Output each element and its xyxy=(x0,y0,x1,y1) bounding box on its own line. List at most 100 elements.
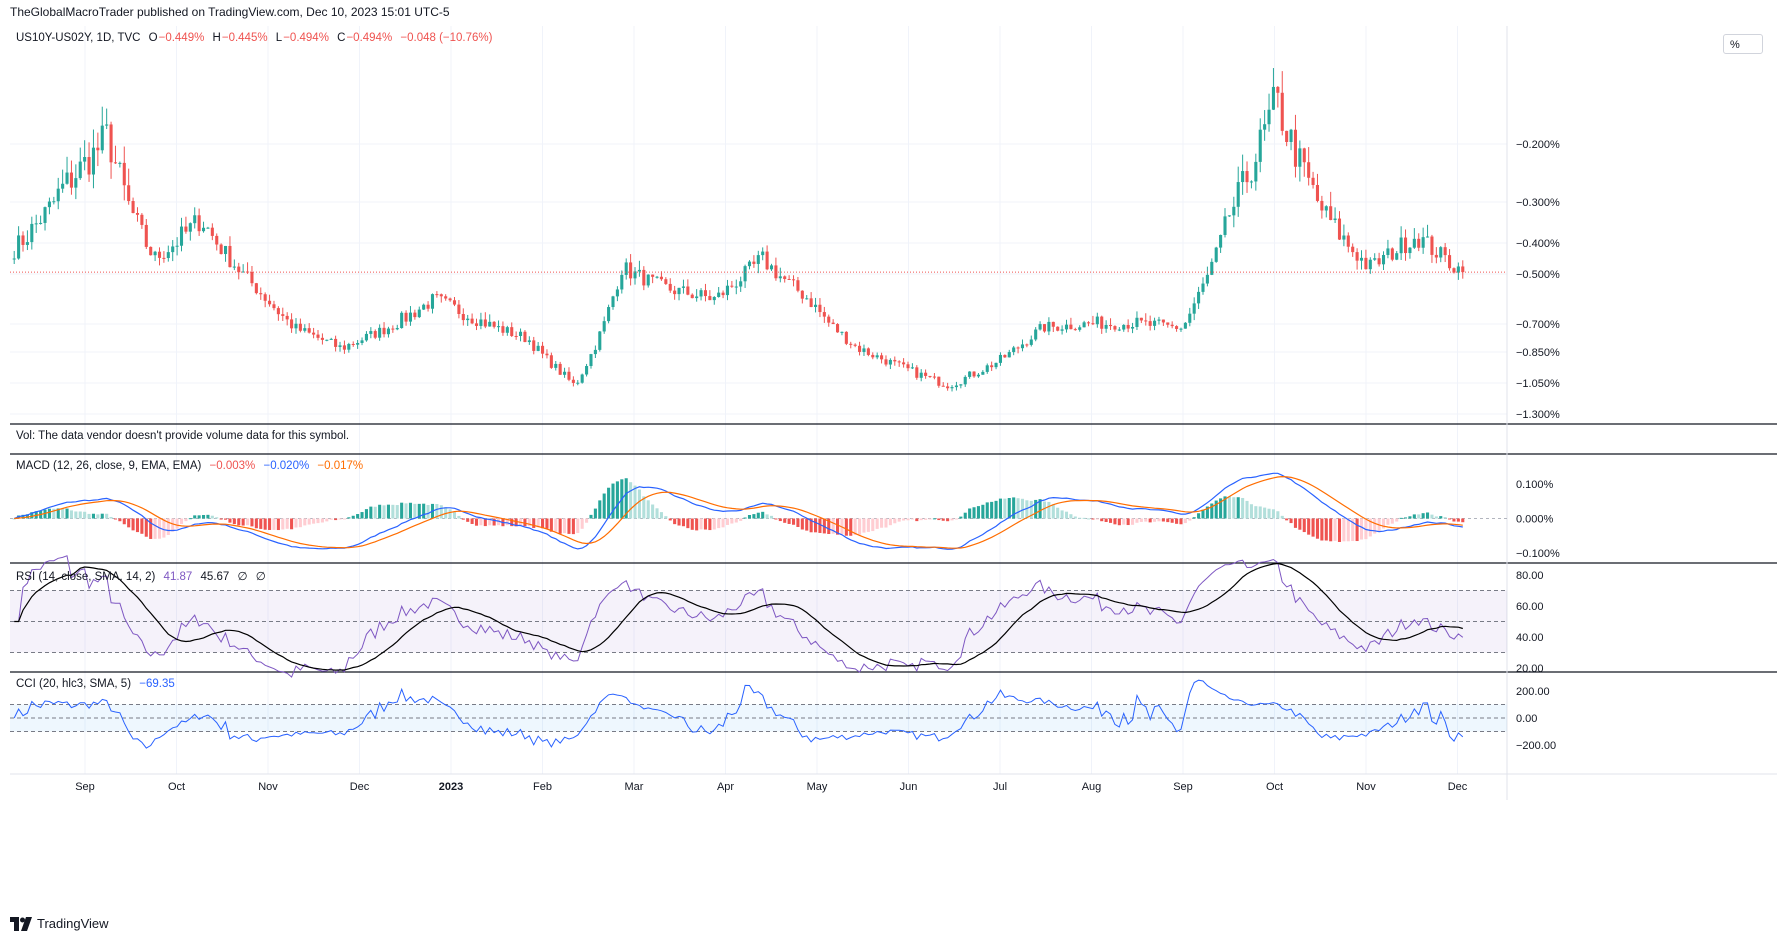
macd-histogram-bar xyxy=(1236,497,1240,519)
candle-body xyxy=(153,251,157,256)
candle-body xyxy=(210,227,214,236)
candle-body xyxy=(783,276,787,279)
candle-body xyxy=(1289,129,1293,143)
candle-body xyxy=(932,376,936,378)
macd-histogram-value: −0.003% xyxy=(209,460,256,472)
symbol-label[interactable]: US10Y-US02Y, 1D, TVC xyxy=(16,32,141,44)
candle-body xyxy=(602,321,606,332)
candle-body xyxy=(1223,216,1227,235)
candle-body xyxy=(1108,324,1113,327)
macd-histogram-bar xyxy=(1188,518,1192,521)
candle-body xyxy=(395,328,399,330)
cci-value: −69.35 xyxy=(139,678,175,690)
candle-body xyxy=(1219,234,1223,248)
candle-body xyxy=(1236,182,1240,207)
candle-body xyxy=(514,335,518,337)
macd-histogram-bar xyxy=(457,515,461,519)
candle-body xyxy=(805,298,809,300)
macd-histogram-bar xyxy=(1276,511,1280,519)
macd-histogram-bar xyxy=(1324,518,1328,541)
macd-histogram-bar xyxy=(624,478,628,519)
rsi-axis-label: 80.00 xyxy=(1516,570,1544,582)
candle-body xyxy=(730,285,734,287)
percent-scale-button[interactable]: % xyxy=(1723,34,1763,54)
candle-body xyxy=(765,251,769,270)
macd-histogram-bar xyxy=(897,518,901,522)
price-axis-label: −0.400% xyxy=(1516,238,1560,250)
macd-histogram-bar xyxy=(1179,518,1183,525)
macd-histogram-bar xyxy=(950,518,954,521)
macd-histogram-bar xyxy=(990,501,994,519)
rsi-legend: RSI (14, close, SMA, 14, 2) 41.87 45.67 … xyxy=(16,569,271,583)
candle-body xyxy=(272,304,276,309)
macd-histogram-bar xyxy=(100,513,104,519)
time-axis-label: Mar xyxy=(625,781,644,793)
macd-histogram-bar xyxy=(690,518,694,530)
candle-body xyxy=(131,201,135,213)
candle-body xyxy=(65,172,69,184)
macd-histogram-bar xyxy=(1144,518,1148,522)
macd-histogram-bar xyxy=(127,518,131,528)
macd-histogram-bar xyxy=(466,518,470,522)
macd-histogram-bar xyxy=(1289,518,1293,524)
cci-title[interactable]: CCI (20, hlc3, SMA, 5) xyxy=(16,678,132,690)
candle-body xyxy=(1254,161,1258,182)
macd-histogram-bar xyxy=(858,518,862,535)
macd-histogram-bar xyxy=(646,500,650,519)
macd-histogram-bar xyxy=(1439,516,1443,519)
candle-body xyxy=(563,371,567,375)
macd-histogram-bar xyxy=(105,513,109,519)
macd-histogram-bar xyxy=(140,518,144,534)
macd-histogram-bar xyxy=(1214,500,1218,519)
macd-histogram-bar xyxy=(47,508,51,519)
candle-body xyxy=(228,245,232,268)
macd-histogram-bar xyxy=(1368,518,1372,537)
candle-body xyxy=(589,354,593,367)
candle-body xyxy=(1122,324,1126,330)
candle-body xyxy=(197,215,201,232)
macd-histogram-bar xyxy=(1073,516,1077,519)
candle-body xyxy=(144,224,148,247)
macd-histogram-bar xyxy=(981,504,985,519)
candle-body xyxy=(193,215,197,224)
candle-body xyxy=(466,318,470,321)
candle-body xyxy=(1170,324,1174,327)
candle-body xyxy=(118,162,122,164)
macd-histogram-bar xyxy=(1430,514,1434,519)
macd-histogram-bar xyxy=(1197,513,1201,519)
macd-title[interactable]: MACD (12, 26, close, 9, EMA, EMA) xyxy=(16,460,202,472)
macd-histogram-bar xyxy=(184,518,188,522)
candle-body xyxy=(382,327,386,335)
macd-histogram-bar xyxy=(285,518,289,529)
candle-body xyxy=(43,207,47,223)
tradingview-logo-icon xyxy=(10,916,32,931)
macd-histogram-bar xyxy=(1135,518,1139,523)
macd-histogram-bar xyxy=(87,513,91,519)
macd-histogram-bar xyxy=(813,518,818,533)
macd-histogram-bar xyxy=(1280,515,1284,519)
macd-histogram-bar xyxy=(1241,497,1245,519)
tradingview-logo[interactable]: TradingView xyxy=(10,916,109,931)
candle-body xyxy=(928,375,932,377)
candle-body xyxy=(611,296,615,308)
candle-body xyxy=(699,290,703,297)
cci-axis-label: 200.00 xyxy=(1516,686,1550,698)
macd-histogram-bar xyxy=(1245,500,1249,519)
macd-histogram-bar xyxy=(673,518,677,525)
candle-body xyxy=(836,324,840,333)
candle-body xyxy=(78,161,82,179)
macd-histogram-bar xyxy=(642,496,646,519)
chart-canvas[interactable]: −0.200% −0.300% −0.400% −0.500% −0.700% −0.85… xyxy=(10,26,1777,904)
rsi-title[interactable]: RSI (14, close, SMA, 14, 2) xyxy=(16,571,156,583)
chart-area[interactable]: −0.200% −0.300% −0.400% −0.500% −0.700% −0.85… xyxy=(10,26,1777,904)
macd-histogram-bar xyxy=(1408,516,1412,519)
candle-body xyxy=(263,294,267,301)
ohlc-low-value: −0.494% xyxy=(283,32,329,44)
time-axis-label: Oct xyxy=(1266,781,1283,793)
macd-histogram-bar xyxy=(1395,518,1399,522)
candle-body xyxy=(474,323,479,326)
macd-histogram-bar xyxy=(1183,518,1187,524)
macd-histogram-bar xyxy=(787,518,791,524)
candle-body xyxy=(1179,328,1183,330)
macd-histogram-bar xyxy=(924,518,928,520)
